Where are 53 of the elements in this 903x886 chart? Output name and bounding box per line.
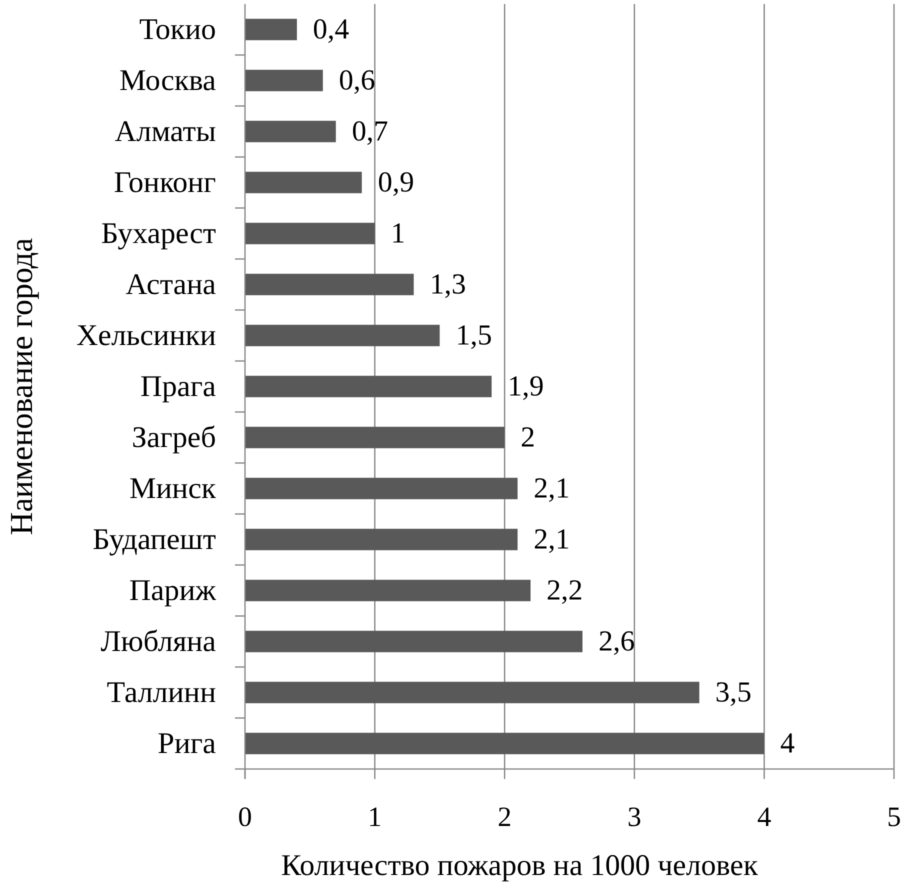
y-tick-label: Гонконг [114, 166, 216, 199]
bar [245, 70, 323, 92]
data-label: 1,3 [430, 268, 466, 300]
data-label: 4 [780, 728, 796, 760]
x-tick-label: 5 [887, 802, 901, 833]
bar [245, 426, 505, 448]
bar [245, 630, 582, 652]
data-label: 2,2 [546, 574, 583, 606]
y-tick-label: Загреб [132, 421, 216, 454]
bar [245, 732, 764, 754]
y-tick-label: Минск [129, 472, 216, 505]
y-tick-label: Хельсинки [76, 319, 216, 352]
bar [245, 18, 297, 40]
data-label: 0,4 [312, 14, 350, 46]
y-tick-label: Таллинн [106, 676, 216, 709]
bar [245, 478, 518, 500]
data-label: 2,6 [598, 626, 635, 658]
data-label: 0,6 [338, 64, 376, 96]
x-tick-label: 1 [368, 802, 382, 833]
x-tick-label: 2 [498, 802, 512, 833]
data-label: 1,5 [456, 320, 492, 352]
data-label: 2,1 [534, 472, 570, 504]
bar [245, 222, 375, 244]
x-tick-label: 0 [238, 802, 252, 833]
data-label: 1,9 [508, 370, 544, 402]
y-tick-label: Токио [139, 13, 216, 46]
y-tick-label: Бухарест [101, 217, 216, 250]
y-tick-label: Рига [158, 727, 216, 760]
bar [245, 580, 531, 602]
y-tick-label: Любляна [100, 625, 216, 658]
y-tick-label: Москва [119, 64, 216, 97]
x-tick-label: 3 [627, 802, 642, 833]
y-tick-label: Астана [126, 268, 216, 301]
bar [245, 172, 362, 194]
y-tick-label: Прага [140, 370, 216, 403]
y-tick-label: Будапешт [92, 523, 216, 556]
y-tick-label: Алматы [114, 115, 216, 148]
bar [245, 324, 440, 346]
bar [245, 528, 518, 550]
bar [245, 120, 336, 142]
data-label: 0,7 [352, 116, 388, 148]
bar [245, 682, 700, 704]
data-label: 0,9 [378, 166, 414, 198]
bar [245, 274, 414, 296]
bar [245, 376, 492, 398]
x-axis-title: Количество пожаров на 1000 человек [281, 849, 758, 882]
data-label: 1 [390, 218, 406, 250]
data-label: 2 [520, 422, 536, 454]
y-tick-label: Париж [129, 574, 216, 607]
x-tick-label: 4 [757, 802, 772, 833]
y-axis-title: Наименование города [3, 238, 39, 536]
data-label: 2,1 [534, 524, 570, 556]
data-label: 3,5 [715, 676, 752, 708]
